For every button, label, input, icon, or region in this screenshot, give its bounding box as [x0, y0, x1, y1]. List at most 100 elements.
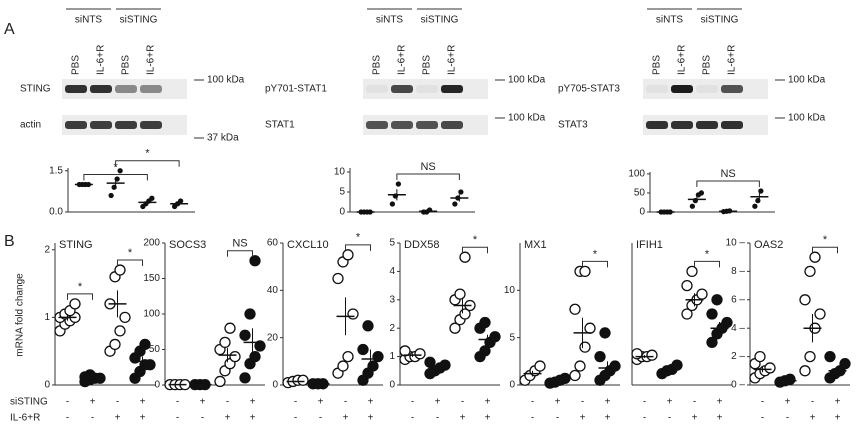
condition-sign: + — [225, 413, 231, 424]
condition-sign: + — [90, 397, 96, 408]
lane-label: PBS — [121, 55, 132, 75]
condition-sign: + — [200, 397, 206, 408]
data-point — [239, 329, 251, 341]
blot-band — [366, 85, 388, 93]
condition-sign: + — [485, 397, 491, 408]
data-point — [706, 308, 718, 320]
y-tick-label: 2 – — [731, 351, 745, 362]
condition-sign: - — [66, 397, 69, 408]
condition-sign: - — [436, 413, 439, 424]
data-point — [347, 308, 359, 320]
y-tick-label: 4 – — [731, 323, 745, 334]
condition-sign: - — [668, 413, 671, 424]
y-tick-label: 0 — [509, 380, 515, 391]
panel-label: A — [4, 21, 15, 38]
y-tick-label: 3 — [389, 294, 395, 305]
condition-sign: + — [692, 413, 698, 424]
data-point — [479, 316, 491, 329]
data-point — [69, 298, 81, 310]
condition-sign: + — [368, 413, 374, 424]
condition-sign: + — [368, 397, 374, 408]
blot-band — [721, 121, 743, 129]
condition-sign: - — [176, 397, 179, 408]
condition-sign: + — [485, 413, 491, 424]
blot-band — [391, 85, 413, 93]
data-point — [399, 345, 411, 357]
significance-label: NS — [232, 238, 247, 250]
blot-band — [696, 121, 718, 129]
condition-sign: + — [343, 413, 349, 424]
significance-label: * — [705, 248, 710, 260]
chart-title: SOCS3 — [169, 239, 206, 251]
blot-strip — [62, 79, 187, 99]
y-tick-label: 0 – — [731, 380, 745, 391]
y-tick-label: 0 — [44, 380, 50, 391]
y-tick-label: 200 — [143, 238, 160, 249]
blot-band — [391, 121, 413, 129]
condition-sign: - — [761, 397, 764, 408]
significance-bracket — [582, 260, 608, 268]
condition-sign: + — [667, 397, 673, 408]
data-point — [144, 359, 156, 371]
data-point — [389, 201, 396, 207]
y-tick-label: 4 — [389, 266, 395, 277]
data-point — [534, 360, 546, 372]
blot-row-label: STING — [20, 84, 51, 95]
lane-label: PBS — [71, 55, 82, 75]
blot-band — [90, 121, 112, 129]
blot-row-label: actin — [20, 120, 41, 131]
condition-sign: - — [811, 397, 814, 408]
condition-sign: - — [201, 413, 204, 424]
data-point — [249, 255, 261, 267]
data-point — [372, 350, 384, 363]
data-point — [574, 360, 586, 372]
condition-sign: - — [531, 413, 534, 424]
y-tick-label: 0.0 — [49, 207, 63, 218]
condition-sign: + — [580, 413, 586, 424]
data-point — [706, 336, 718, 349]
data-point — [799, 365, 811, 377]
data-point — [681, 279, 693, 292]
data-point — [244, 308, 256, 320]
data-point — [114, 264, 126, 276]
significance-label: * — [145, 148, 150, 160]
condition-sign: - — [344, 397, 347, 408]
condition-sign: - — [531, 397, 534, 408]
data-point — [229, 350, 241, 363]
significance-bracket — [227, 250, 253, 257]
condition-sign: + — [140, 397, 146, 408]
data-point — [297, 374, 309, 386]
significance-bracket — [462, 246, 488, 254]
chart-title: STING — [59, 239, 93, 251]
significance-bracket — [67, 293, 93, 300]
data-point — [752, 203, 758, 209]
blot-band — [140, 85, 162, 93]
data-point — [579, 265, 591, 278]
blot-band — [90, 85, 112, 93]
data-point — [454, 288, 466, 300]
blot-band — [416, 121, 438, 129]
data-point — [362, 320, 374, 332]
group-label: siSTING — [701, 15, 739, 26]
y-tick-label: 150 — [143, 273, 160, 284]
condition-label: siSTING — [10, 397, 48, 408]
data-point — [754, 350, 766, 363]
condition-sign: + — [318, 397, 324, 408]
lane-label: IL-6+R — [727, 45, 738, 75]
data-point — [764, 362, 776, 374]
data-point — [214, 375, 226, 388]
condition-sign: + — [555, 397, 561, 408]
blot-band — [140, 121, 162, 129]
significance-label: * — [113, 161, 118, 173]
data-point — [149, 195, 155, 201]
condition-sign: - — [91, 413, 94, 424]
data-point — [839, 358, 851, 370]
group-label: siNTS — [75, 15, 103, 26]
blot-band — [366, 121, 388, 129]
lane-label: IL-6+R — [96, 45, 107, 75]
blot-band — [671, 85, 693, 93]
data-point — [109, 338, 121, 351]
chart-title: CXCL10 — [287, 239, 329, 251]
condition-sign: - — [461, 397, 464, 408]
